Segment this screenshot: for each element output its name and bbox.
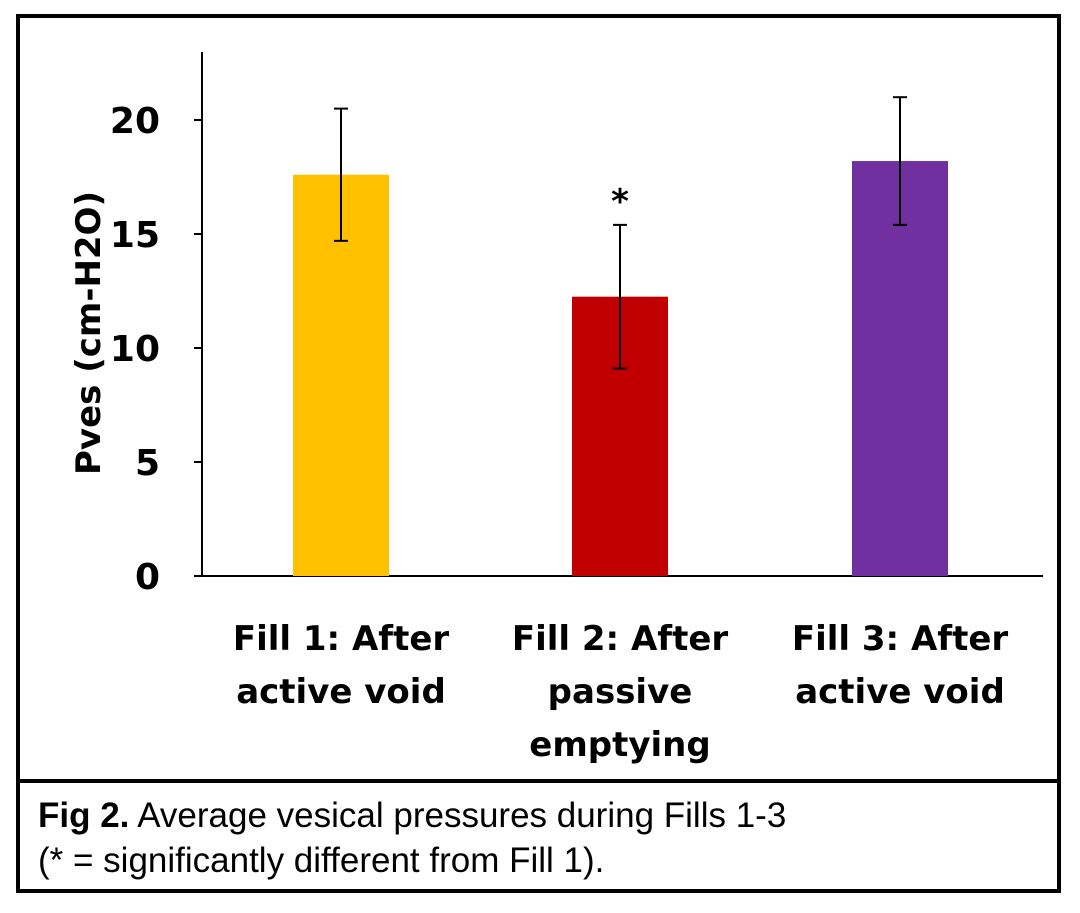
caption-label: Fig 2. <box>38 796 130 835</box>
bar-3 <box>852 161 948 577</box>
caption-line-1: Average vesical pressures during Fills 1… <box>129 796 787 835</box>
category-label-1-line-1: Fill 1: After <box>233 619 450 659</box>
y-tick-label-0: 0 <box>135 557 160 598</box>
y-tick-label-20: 20 <box>110 101 160 142</box>
category-label-2-line-3: emptying <box>529 725 710 765</box>
significance-marker-2: * <box>611 182 629 222</box>
category-label-2-line-2: passive <box>548 672 693 712</box>
y-tick-label-15: 15 <box>110 215 160 256</box>
y-axis-title: Pves (cm-H2O) <box>69 191 109 475</box>
caption-divider <box>20 779 1057 783</box>
chart-area: 0 5 10 15 20 Pves (cm-H2O) Fill 1: After active… <box>20 18 1057 781</box>
y-tick-label-10: 10 <box>110 329 160 370</box>
category-label-1-line-2: active void <box>236 672 446 712</box>
bar-chart: 0 5 10 15 20 Pves (cm-H2O) Fill 1: After active… <box>69 52 1043 765</box>
category-label-3-line-2: active void <box>795 672 1005 712</box>
y-tick-label-5: 5 <box>135 443 160 484</box>
figure-caption: Fig 2. Average vesical pressures during … <box>38 793 1038 883</box>
caption-line-2: (* = significantly different from Fill 1… <box>38 841 605 880</box>
figure-frame: 0 5 10 15 20 Pves (cm-H2O) Fill 1: After active… <box>16 14 1061 893</box>
category-label-2-line-1: Fill 2: After <box>512 619 729 659</box>
category-label-3-line-1: Fill 3: After <box>792 619 1009 659</box>
